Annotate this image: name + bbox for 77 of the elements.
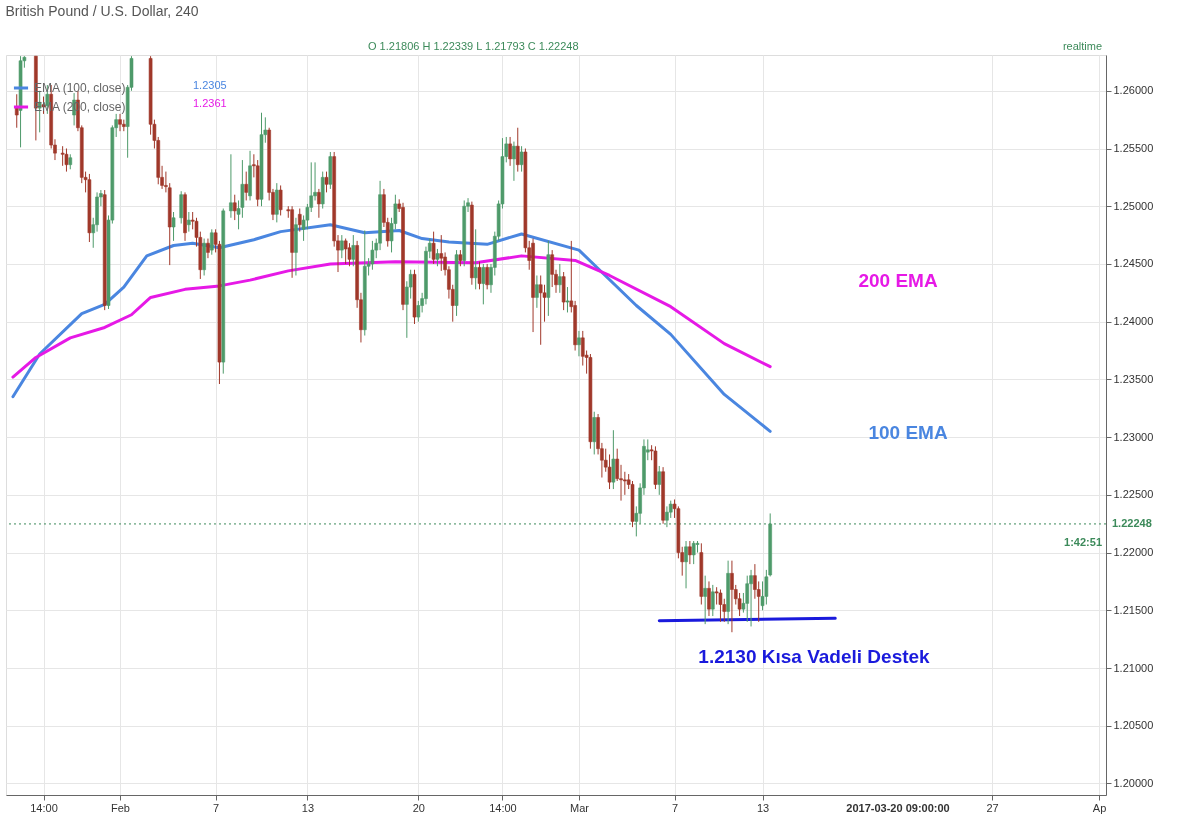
y-tick-label: 1.24000 xyxy=(1113,315,1154,328)
y-tick-label: 1.25500 xyxy=(1113,142,1154,155)
candlestick xyxy=(324,171,329,193)
annotation: 200 EMA xyxy=(858,270,938,291)
text: O 1.21806 H 1.22339 L 1.21793 C 1.22248 xyxy=(368,40,579,52)
y-tick-label: 1.25000 xyxy=(1113,199,1154,212)
x-tick-label: 14:00 xyxy=(30,801,58,814)
text: realtime xyxy=(1062,40,1102,52)
candlestick xyxy=(118,113,122,132)
x-tick-label: 7 xyxy=(672,801,679,814)
candlestick xyxy=(688,540,692,565)
candlestick xyxy=(730,560,734,633)
y-tick-label: 1.24500 xyxy=(1113,257,1154,270)
candlestick xyxy=(209,228,214,256)
text: 2017-03-20 09:00:00 xyxy=(846,802,950,814)
y-tick-label: 1.22500 xyxy=(1113,488,1154,501)
candlestick xyxy=(232,194,237,221)
candlestick xyxy=(718,589,723,623)
x-tick-label: 14:00 xyxy=(489,801,517,814)
y-tick-label: 1.20000 xyxy=(1113,776,1154,789)
candlestick xyxy=(565,286,570,313)
y-tick-label: 1.21500 xyxy=(1113,603,1154,616)
candlestick xyxy=(485,263,489,290)
candlestick xyxy=(229,153,233,219)
candlestick xyxy=(611,429,616,490)
x-tick-label: Mar xyxy=(569,801,590,814)
candlestick xyxy=(512,141,516,182)
y-tick-label: 1.22000 xyxy=(1113,546,1154,559)
candlestick xyxy=(343,238,348,265)
candlestick xyxy=(278,184,283,216)
candlestick xyxy=(703,575,707,625)
y-tick-label: 1.21000 xyxy=(1113,661,1154,674)
candlestick xyxy=(538,275,543,346)
x-tick-label: 27 xyxy=(986,801,999,814)
candlestick xyxy=(187,211,191,233)
candlestick xyxy=(439,234,444,272)
x-tick-label: Feb xyxy=(111,801,130,814)
x-tick-label: Ap xyxy=(1092,801,1107,814)
x-tick-label: 13 xyxy=(756,801,770,814)
annotation: 1.2361 xyxy=(193,97,227,109)
ref-line-label: 1.22248 xyxy=(1112,516,1152,529)
candlestick xyxy=(477,261,482,290)
y-tick-label: 1.26000 xyxy=(1113,84,1154,97)
candlestick xyxy=(351,234,356,267)
candlestick xyxy=(14,93,19,129)
candlestick xyxy=(370,240,375,271)
annotation: 100 EMA xyxy=(868,422,948,443)
y-tick-label: 1.20500 xyxy=(1113,719,1154,732)
x-tick-label: 13 xyxy=(301,801,315,814)
candlestick xyxy=(684,540,688,589)
candlestick xyxy=(577,330,581,357)
candlestick xyxy=(171,211,176,242)
candlestick xyxy=(297,208,302,233)
candlestick xyxy=(607,453,612,490)
candlestick xyxy=(340,234,344,259)
candlestick xyxy=(711,584,715,617)
candlestick xyxy=(749,569,753,627)
candlestick xyxy=(244,171,249,201)
candlestick xyxy=(347,242,352,267)
y-tick-label: 1.23500 xyxy=(1113,372,1154,385)
candlestick xyxy=(535,275,539,309)
candlestick xyxy=(515,127,520,173)
x-tick-label: 20 xyxy=(412,801,425,814)
candlestick xyxy=(508,136,512,167)
candlestick xyxy=(707,580,711,617)
annotation: 1.2130 Kısa Vadeli Destek xyxy=(698,646,931,667)
annotation: 1.2305 xyxy=(193,79,227,91)
candlestick xyxy=(206,238,210,259)
chart-title: British Pound / U.S. Dollar, 240 xyxy=(5,3,199,19)
candlestick xyxy=(317,188,321,219)
candlestick xyxy=(179,190,183,225)
candlestick xyxy=(665,505,669,528)
annotation: 1:42:51 xyxy=(1064,536,1102,548)
line-series xyxy=(11,254,772,379)
line-series xyxy=(11,223,772,433)
y-tick-label: 1.23000 xyxy=(1113,430,1154,443)
x-tick-label: 7 xyxy=(213,801,220,814)
